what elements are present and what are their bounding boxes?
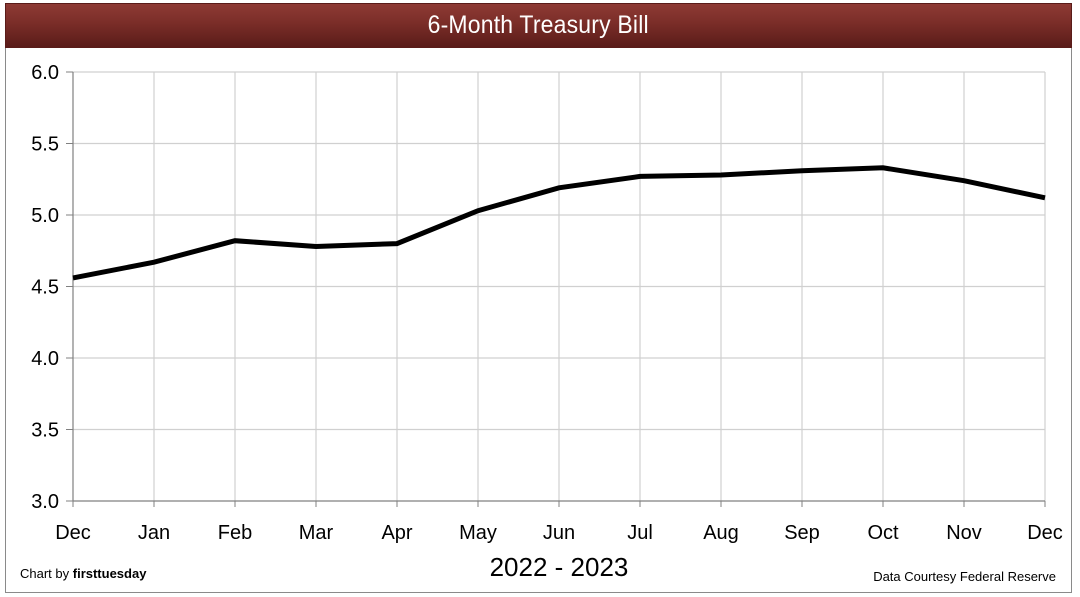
credit-prefix: Chart by <box>20 566 73 581</box>
x-tick-label: Feb <box>218 522 252 544</box>
axes <box>66 71 1046 507</box>
y-tick-label: 6.0 <box>31 62 59 84</box>
gridlines <box>73 71 1046 501</box>
x-tick-label: Dec <box>55 522 91 544</box>
x-tick-label: Jun <box>543 522 575 544</box>
period-label: 2022 - 2023 <box>489 552 629 582</box>
x-tick-label: May <box>459 522 497 544</box>
y-tick-label: 3.5 <box>31 420 59 442</box>
y-tick-label: 4.0 <box>31 348 59 370</box>
x-tick-label: Sep <box>784 522 820 544</box>
chart-credit: Chart by firsttuesday <box>20 566 146 581</box>
x-tick-label: Jul <box>627 522 653 544</box>
x-tick-label: Apr <box>381 522 412 544</box>
tick-labels: 3.0 3.5 4.0 4.5 5.0 5.5 6.0 Dec Jan Feb Mar Apr May J… <box>31 62 1063 544</box>
y-tick-label: 5.5 <box>31 134 59 156</box>
data-source: Data Courtesy Federal Reserve <box>873 569 1056 584</box>
series-line <box>72 165 1046 281</box>
x-tick-label: Mar <box>299 522 334 544</box>
x-tick-label: Aug <box>703 522 739 544</box>
y-tick-label: 5.0 <box>31 205 59 227</box>
x-tick-label: Nov <box>946 522 982 544</box>
credit-brand: firsttuesday <box>72 566 147 581</box>
chart-title-bar: 6-Month Treasury Bill <box>5 3 1072 48</box>
x-tick-label: Dec <box>1027 522 1063 544</box>
x-tick-label: Jan <box>138 522 170 544</box>
data-series <box>72 165 1046 281</box>
y-tick-label: 3.0 <box>31 491 59 513</box>
x-axis-title: 2022 - 2023 <box>0 552 1080 583</box>
x-tick-label: Oct <box>867 522 899 544</box>
y-tick-label: 4.5 <box>31 277 59 299</box>
chart-frame <box>5 3 1072 593</box>
chart-title: 6-Month Treasury Bill <box>427 11 650 39</box>
